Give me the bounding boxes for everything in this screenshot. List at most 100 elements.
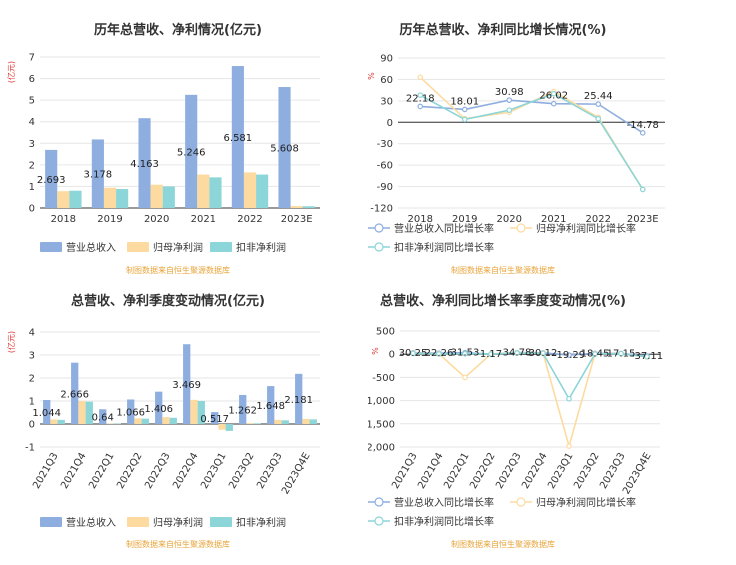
data-label: 3.178	[84, 170, 113, 181]
data-label: -37.11	[631, 351, 663, 362]
y-tick-label: 7	[29, 53, 35, 64]
y-tick-label: 2	[29, 374, 35, 385]
legend-label: 扣非净利润同比增长率	[394, 515, 494, 528]
data-point	[595, 101, 602, 107]
bar	[218, 424, 226, 430]
legend-label: 扣非净利润	[236, 241, 286, 254]
legend-label: 扣非净利润同比增长率	[394, 241, 494, 254]
bar	[183, 344, 191, 424]
y-tick-label: 500	[376, 327, 395, 338]
data-label: 1.262	[228, 405, 257, 416]
bar	[197, 174, 210, 208]
data-label: 30.25	[399, 348, 428, 359]
bar	[138, 118, 151, 208]
data-label: 2.181	[284, 395, 313, 406]
data-label: 34.78	[503, 348, 532, 359]
bar	[116, 189, 129, 208]
bar	[162, 186, 175, 208]
data-label: 6.581	[224, 133, 253, 144]
y-tick-label: -500	[372, 373, 395, 384]
y-tick-label: 0	[29, 204, 35, 215]
quarter-growth-chart: 总营收、净利同比增长率季度变动情况(%)% 500 0 -500 -1,000 -1,50…	[368, 293, 663, 549]
x-tick-label: 2021Q4	[59, 451, 88, 491]
data-point	[488, 351, 494, 357]
bar	[231, 66, 244, 209]
data-point	[566, 352, 572, 358]
x-tick-label: 2023Q4E	[280, 451, 313, 496]
y-tick-label: -30	[377, 139, 393, 150]
data-point	[550, 90, 557, 97]
legend-marker	[516, 497, 526, 507]
data-label: 18.01	[450, 96, 479, 107]
bar	[309, 419, 317, 424]
x-tick-label: 2021Q3	[31, 451, 60, 491]
bar	[50, 419, 58, 424]
data-label: 30.98	[495, 87, 524, 98]
data-label: 25.44	[584, 91, 613, 102]
x-tick-label: 2022Q1	[87, 451, 116, 491]
bar	[113, 423, 121, 425]
legend-label: 营业总收入	[66, 241, 116, 254]
legend-label: 归母净利润同比增长率	[536, 496, 636, 509]
bar	[162, 417, 170, 424]
bar	[155, 391, 163, 424]
data-label: 31.53	[451, 348, 480, 359]
source-note: 制图数据来自恒生聚源数据库	[451, 539, 555, 549]
y-tick-label: -1,500	[368, 419, 395, 430]
x-tick-label: 2023Q2	[572, 451, 601, 491]
source-note: 制图数据来自恒生聚源数据库	[451, 265, 555, 275]
data-label: 30.12	[529, 348, 558, 359]
y-tick-label: 3	[29, 139, 35, 150]
bar	[211, 412, 219, 424]
x-tick-label: 2023Q1	[546, 451, 575, 491]
y-tick-label: -2,000	[368, 443, 395, 454]
bar	[246, 423, 254, 424]
x-tick-label: 2018	[51, 214, 76, 225]
data-label: 3.469	[172, 380, 201, 391]
x-tick-label: 2020	[497, 214, 522, 225]
bar	[197, 401, 205, 424]
data-point	[462, 350, 468, 357]
legend-label: 营业总收入	[66, 516, 116, 529]
y-tick-label: -1,000	[368, 396, 395, 407]
y-tick-label: 1	[29, 182, 35, 193]
bar	[209, 177, 222, 208]
y-tick-label: 0	[29, 420, 35, 431]
y-tick-label: -1	[25, 443, 35, 454]
y-tick-label: 4	[29, 117, 35, 128]
legend-swatch	[210, 517, 232, 527]
data-label: 1.066	[116, 408, 145, 419]
chart-title: 历年总营收、净利情况(亿元)	[94, 22, 262, 38]
y-tick-label: 5	[29, 96, 35, 107]
data-point	[514, 350, 520, 356]
bar	[150, 184, 163, 208]
bar	[134, 418, 142, 424]
y-tick-label: -120	[370, 204, 393, 215]
unit-label: (亿元)	[6, 61, 16, 83]
series-line	[419, 92, 644, 190]
legend-marker	[374, 497, 384, 507]
x-tick-label: 2022Q4	[171, 451, 200, 491]
data-point	[639, 186, 646, 193]
bar	[57, 419, 65, 424]
legend-swatch	[40, 242, 62, 252]
x-tick-label: 2020	[144, 214, 169, 225]
x-tick-label: 2019	[97, 214, 122, 225]
x-tick-label: 2021Q3	[390, 451, 419, 491]
series-line	[412, 352, 648, 450]
legend-label: 扣非净利润	[236, 516, 286, 529]
x-tick-label: 2022Q3	[494, 451, 523, 491]
data-point	[410, 350, 416, 357]
legend-marker	[516, 223, 526, 233]
y-tick-label: -90	[377, 182, 393, 193]
x-tick-label: 2023Q2	[227, 451, 256, 491]
x-tick-label: 2022	[586, 214, 611, 225]
data-point	[461, 106, 468, 113]
source-note: 制图数据来自恒生聚源数据库	[126, 265, 230, 275]
y-tick-label: 4	[29, 328, 35, 339]
legend-marker	[374, 242, 384, 252]
data-label: 26.02	[539, 91, 568, 102]
bar	[43, 399, 51, 424]
bar	[45, 149, 58, 208]
data-label: 5.246	[177, 147, 206, 158]
